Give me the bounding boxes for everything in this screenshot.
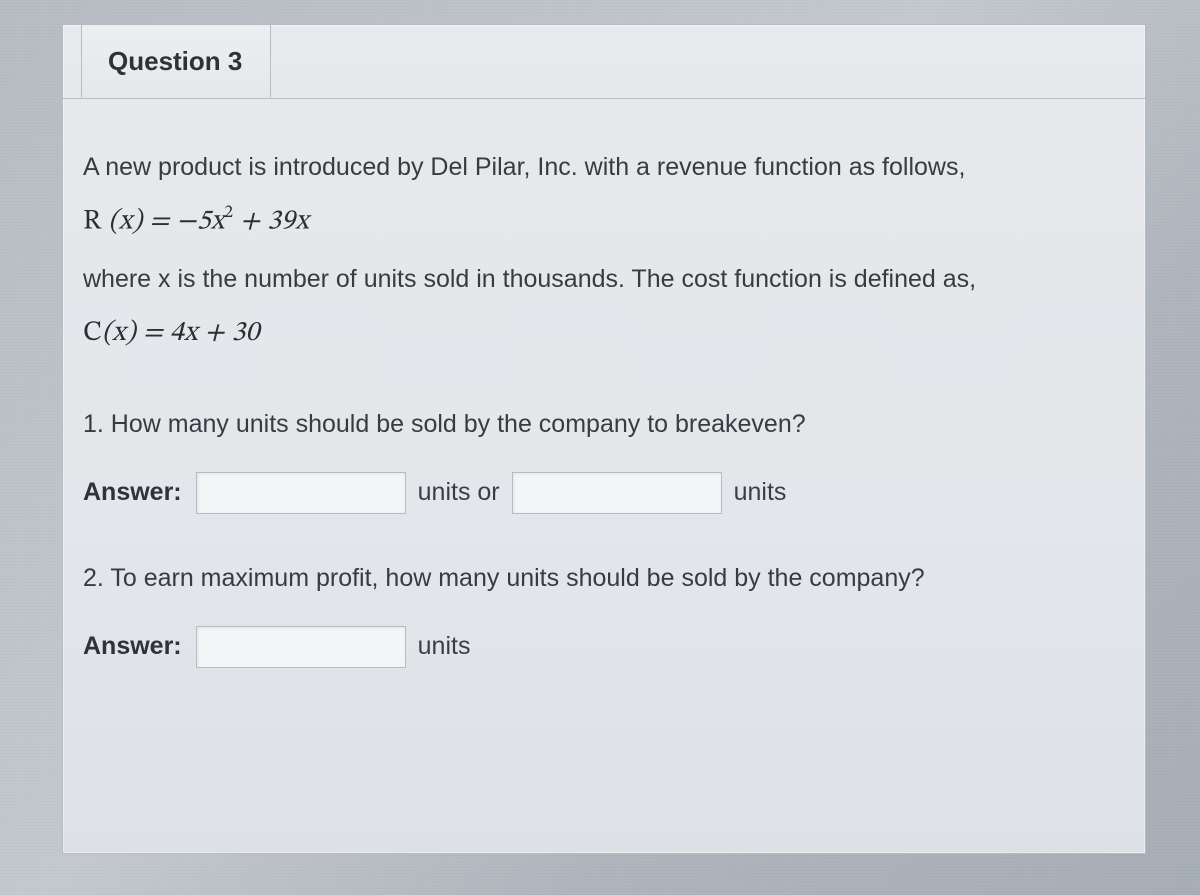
units-text: units xyxy=(734,476,787,510)
subquestion-2-prompt: 2. To earn maximum profit, how many unit… xyxy=(83,562,1125,596)
answer-label: Answer: xyxy=(83,630,182,664)
answer-label: Answer: xyxy=(83,476,182,510)
revenue-function: R (x) = −5x2 + 39x xyxy=(83,203,1125,241)
panel-divider xyxy=(63,98,1145,99)
question-tab: Question 3 xyxy=(81,24,271,98)
breakeven-units-input-2[interactable] xyxy=(512,472,722,514)
question-panel: Question 3 A new product is introduced b… xyxy=(62,24,1146,854)
subquestion-1-answer-row: Answer: units or units xyxy=(83,472,1125,514)
max-profit-units-input[interactable] xyxy=(196,626,406,668)
question-title: Question 3 xyxy=(108,46,242,77)
cost-function: C(x) = 4x + 30 xyxy=(83,315,1125,353)
question-content: A new product is introduced by Del Pilar… xyxy=(83,129,1125,833)
subquestion-2-answer-row: Answer: units xyxy=(83,626,1125,668)
subquestion-1-prompt: 1. How many units should be sold by the … xyxy=(83,408,1125,442)
breakeven-units-input-1[interactable] xyxy=(196,472,406,514)
units-text: units xyxy=(418,630,471,664)
intro-text: A new product is introduced by Del Pilar… xyxy=(83,151,1125,185)
cost-intro-text: where x is the number of units sold in t… xyxy=(83,263,1125,297)
units-or-text: units or xyxy=(418,476,500,510)
